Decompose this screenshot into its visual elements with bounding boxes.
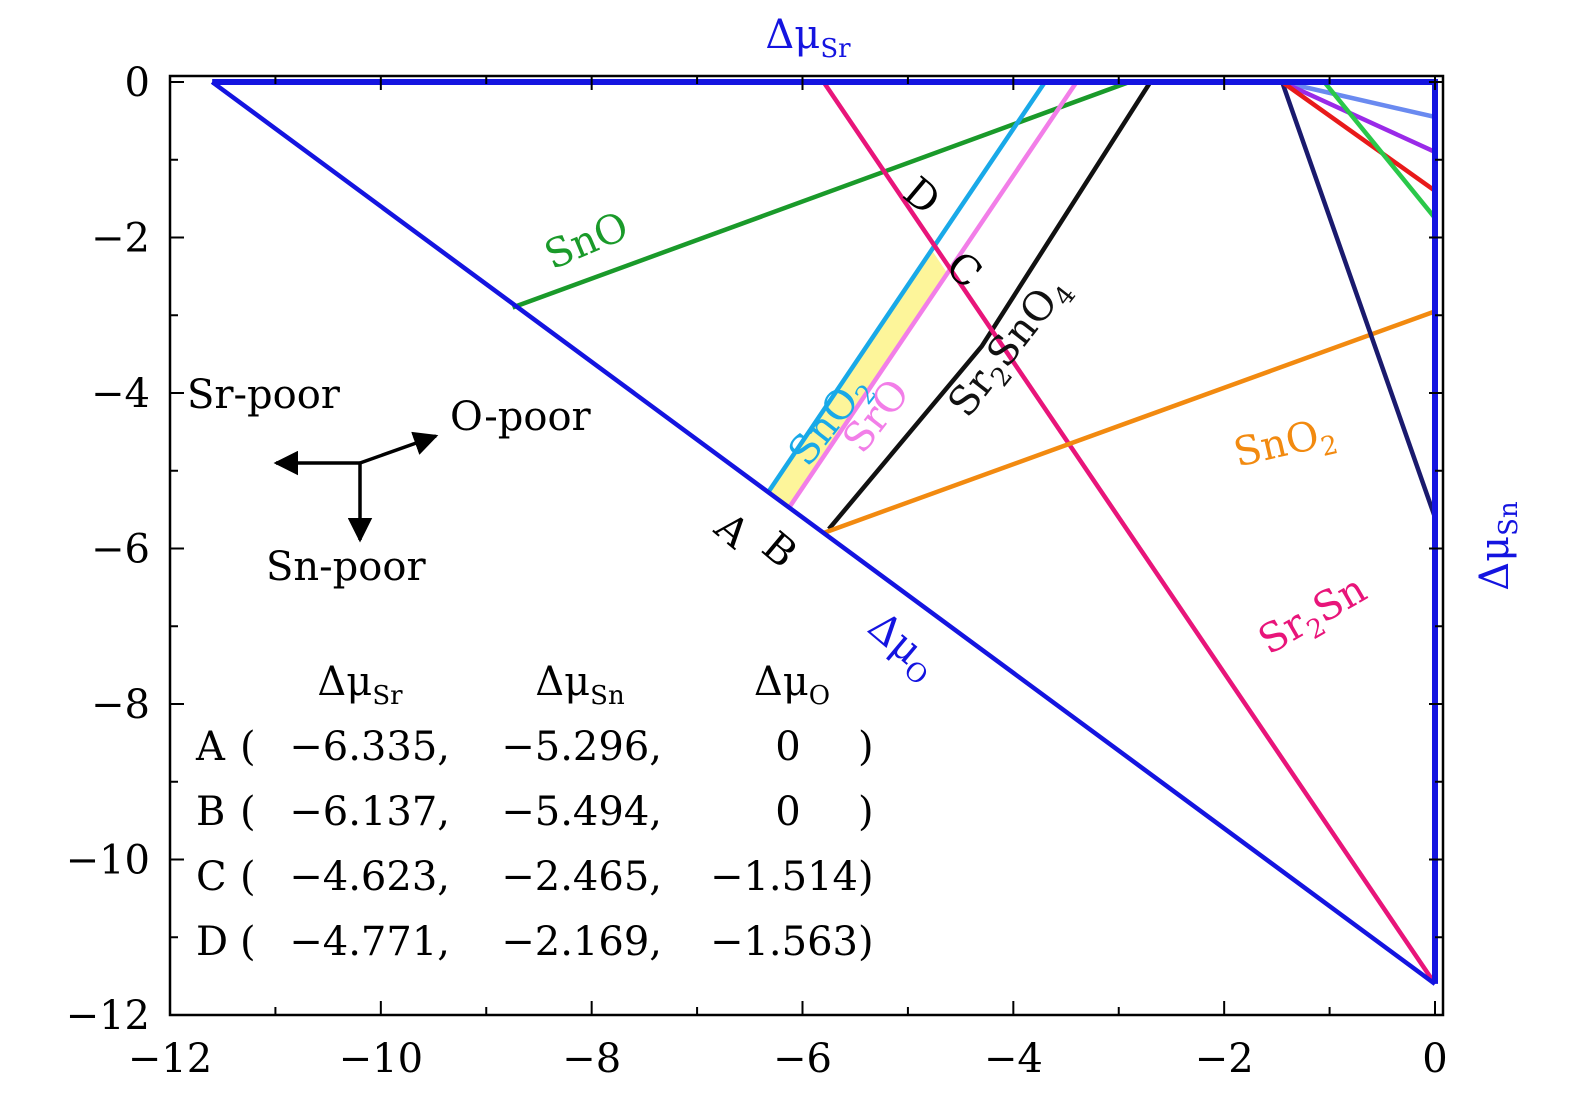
y-tick-label: −8 — [91, 682, 150, 728]
table-cell: 0 — [775, 724, 800, 770]
series-line-unlabeled-7 — [1281, 79, 1436, 120]
top-axis-label: ΔμSr — [765, 12, 851, 64]
y-tick-label: −6 — [91, 527, 150, 573]
boundary-lines — [210, 79, 1438, 986]
table-header: ΔμSn — [535, 659, 625, 711]
x-tick-label: 0 — [1422, 1036, 1447, 1082]
x-tick-label: −12 — [128, 1036, 212, 1082]
series-line-unlabeled-10 — [1322, 80, 1437, 220]
table-cell: −5.296, — [501, 724, 662, 770]
axis-ticks: −12 −10 −8 −6 −4 −2 0 0 −2 −4 −6 −8 −10 −12 — [66, 60, 1448, 1082]
x-tick-label: −4 — [984, 1036, 1043, 1082]
line-label: SnO2 — [1229, 409, 1341, 483]
o-poor-label: O-poor — [450, 394, 592, 440]
table-header: ΔμSr — [317, 659, 403, 711]
table-close-paren: ) — [858, 854, 874, 900]
table-row-label: B — [196, 789, 225, 835]
point-label-c: C — [937, 243, 990, 298]
y-tick-label: −2 — [91, 216, 150, 262]
table-cell: −4.623, — [289, 854, 450, 900]
point-label-b: B — [753, 523, 805, 577]
series-line-sr2sno4-3 — [827, 80, 1153, 531]
table-row-label: A — [195, 724, 226, 770]
table-open-paren: ( — [240, 854, 256, 900]
series-line-sno2-1 — [765, 80, 1047, 496]
y-tick-label: −4 — [91, 371, 150, 417]
sr-poor-label: Sr-poor — [187, 372, 341, 418]
table-close-paren: ) — [858, 919, 874, 965]
table-cell: −5.494, — [501, 789, 662, 835]
boundary-diagonal-line — [210, 80, 1437, 986]
table-open-paren: ( — [240, 919, 256, 965]
series-line-unlabeled-9 — [1280, 80, 1437, 193]
table-cell: −2.465, — [501, 854, 662, 900]
series-line-sno2-5 — [822, 309, 1436, 536]
table-cell: −1.563 — [710, 919, 858, 965]
top-axis-label-base: Δμ — [765, 12, 820, 58]
line-label: Sr2Sn — [1251, 566, 1378, 669]
y-tick-label: 0 — [125, 60, 150, 106]
table-cell: −4.771, — [289, 919, 450, 965]
point-label-d: D — [894, 169, 948, 225]
table-cell: −6.137, — [289, 789, 450, 835]
table-cell: −2.169, — [501, 919, 662, 965]
y-tick-label: −10 — [66, 838, 150, 884]
stable-region — [767, 250, 948, 510]
x-tick-label: −6 — [773, 1036, 832, 1082]
right-axis-label: ΔμSn — [1472, 501, 1524, 591]
series-line-unlabeled-6 — [1280, 81, 1438, 519]
table-row-label: C — [196, 854, 227, 900]
point-label-a: A — [705, 503, 758, 558]
x-tick-label: −2 — [1195, 1036, 1254, 1082]
series-line-sno-0 — [511, 79, 1131, 310]
table-cell: −1.514 — [710, 854, 858, 900]
series-line-sro-2 — [786, 80, 1079, 511]
x-tick-label: −10 — [339, 1036, 423, 1082]
table-close-paren: ) — [858, 724, 874, 770]
series-line-unlabeled-8 — [1281, 79, 1436, 155]
coordinates-table: ΔμSr ΔμSn ΔμO A ( −6.335, −5.296, 0) B ( −6.137, −5… — [195, 659, 874, 965]
top-axis-label-sub: Sr — [820, 34, 851, 64]
y-tick-label: −12 — [66, 993, 150, 1039]
sn-poor-label: Sn-poor — [266, 544, 426, 590]
right-axis-label-sub: Sn — [1494, 501, 1524, 536]
table-cell: −6.335, — [289, 724, 450, 770]
plot-frame — [168, 74, 1445, 1017]
table-cell: 0 — [775, 789, 800, 835]
table-open-paren: ( — [240, 724, 256, 770]
table-open-paren: ( — [240, 789, 256, 835]
table-row-label: D — [196, 919, 228, 965]
series-lines — [511, 79, 1438, 986]
series-line-sr2sn-4 — [821, 80, 1437, 986]
right-axis-label-base: Δμ — [1472, 536, 1518, 591]
direction-indicator: Sr-poor O-poor Sn-poor — [187, 372, 592, 590]
o-poor-arrow — [359, 431, 439, 465]
x-tick-label: −8 — [562, 1036, 621, 1082]
table-close-paren: ) — [858, 789, 874, 835]
table-header: ΔμO — [754, 659, 830, 711]
